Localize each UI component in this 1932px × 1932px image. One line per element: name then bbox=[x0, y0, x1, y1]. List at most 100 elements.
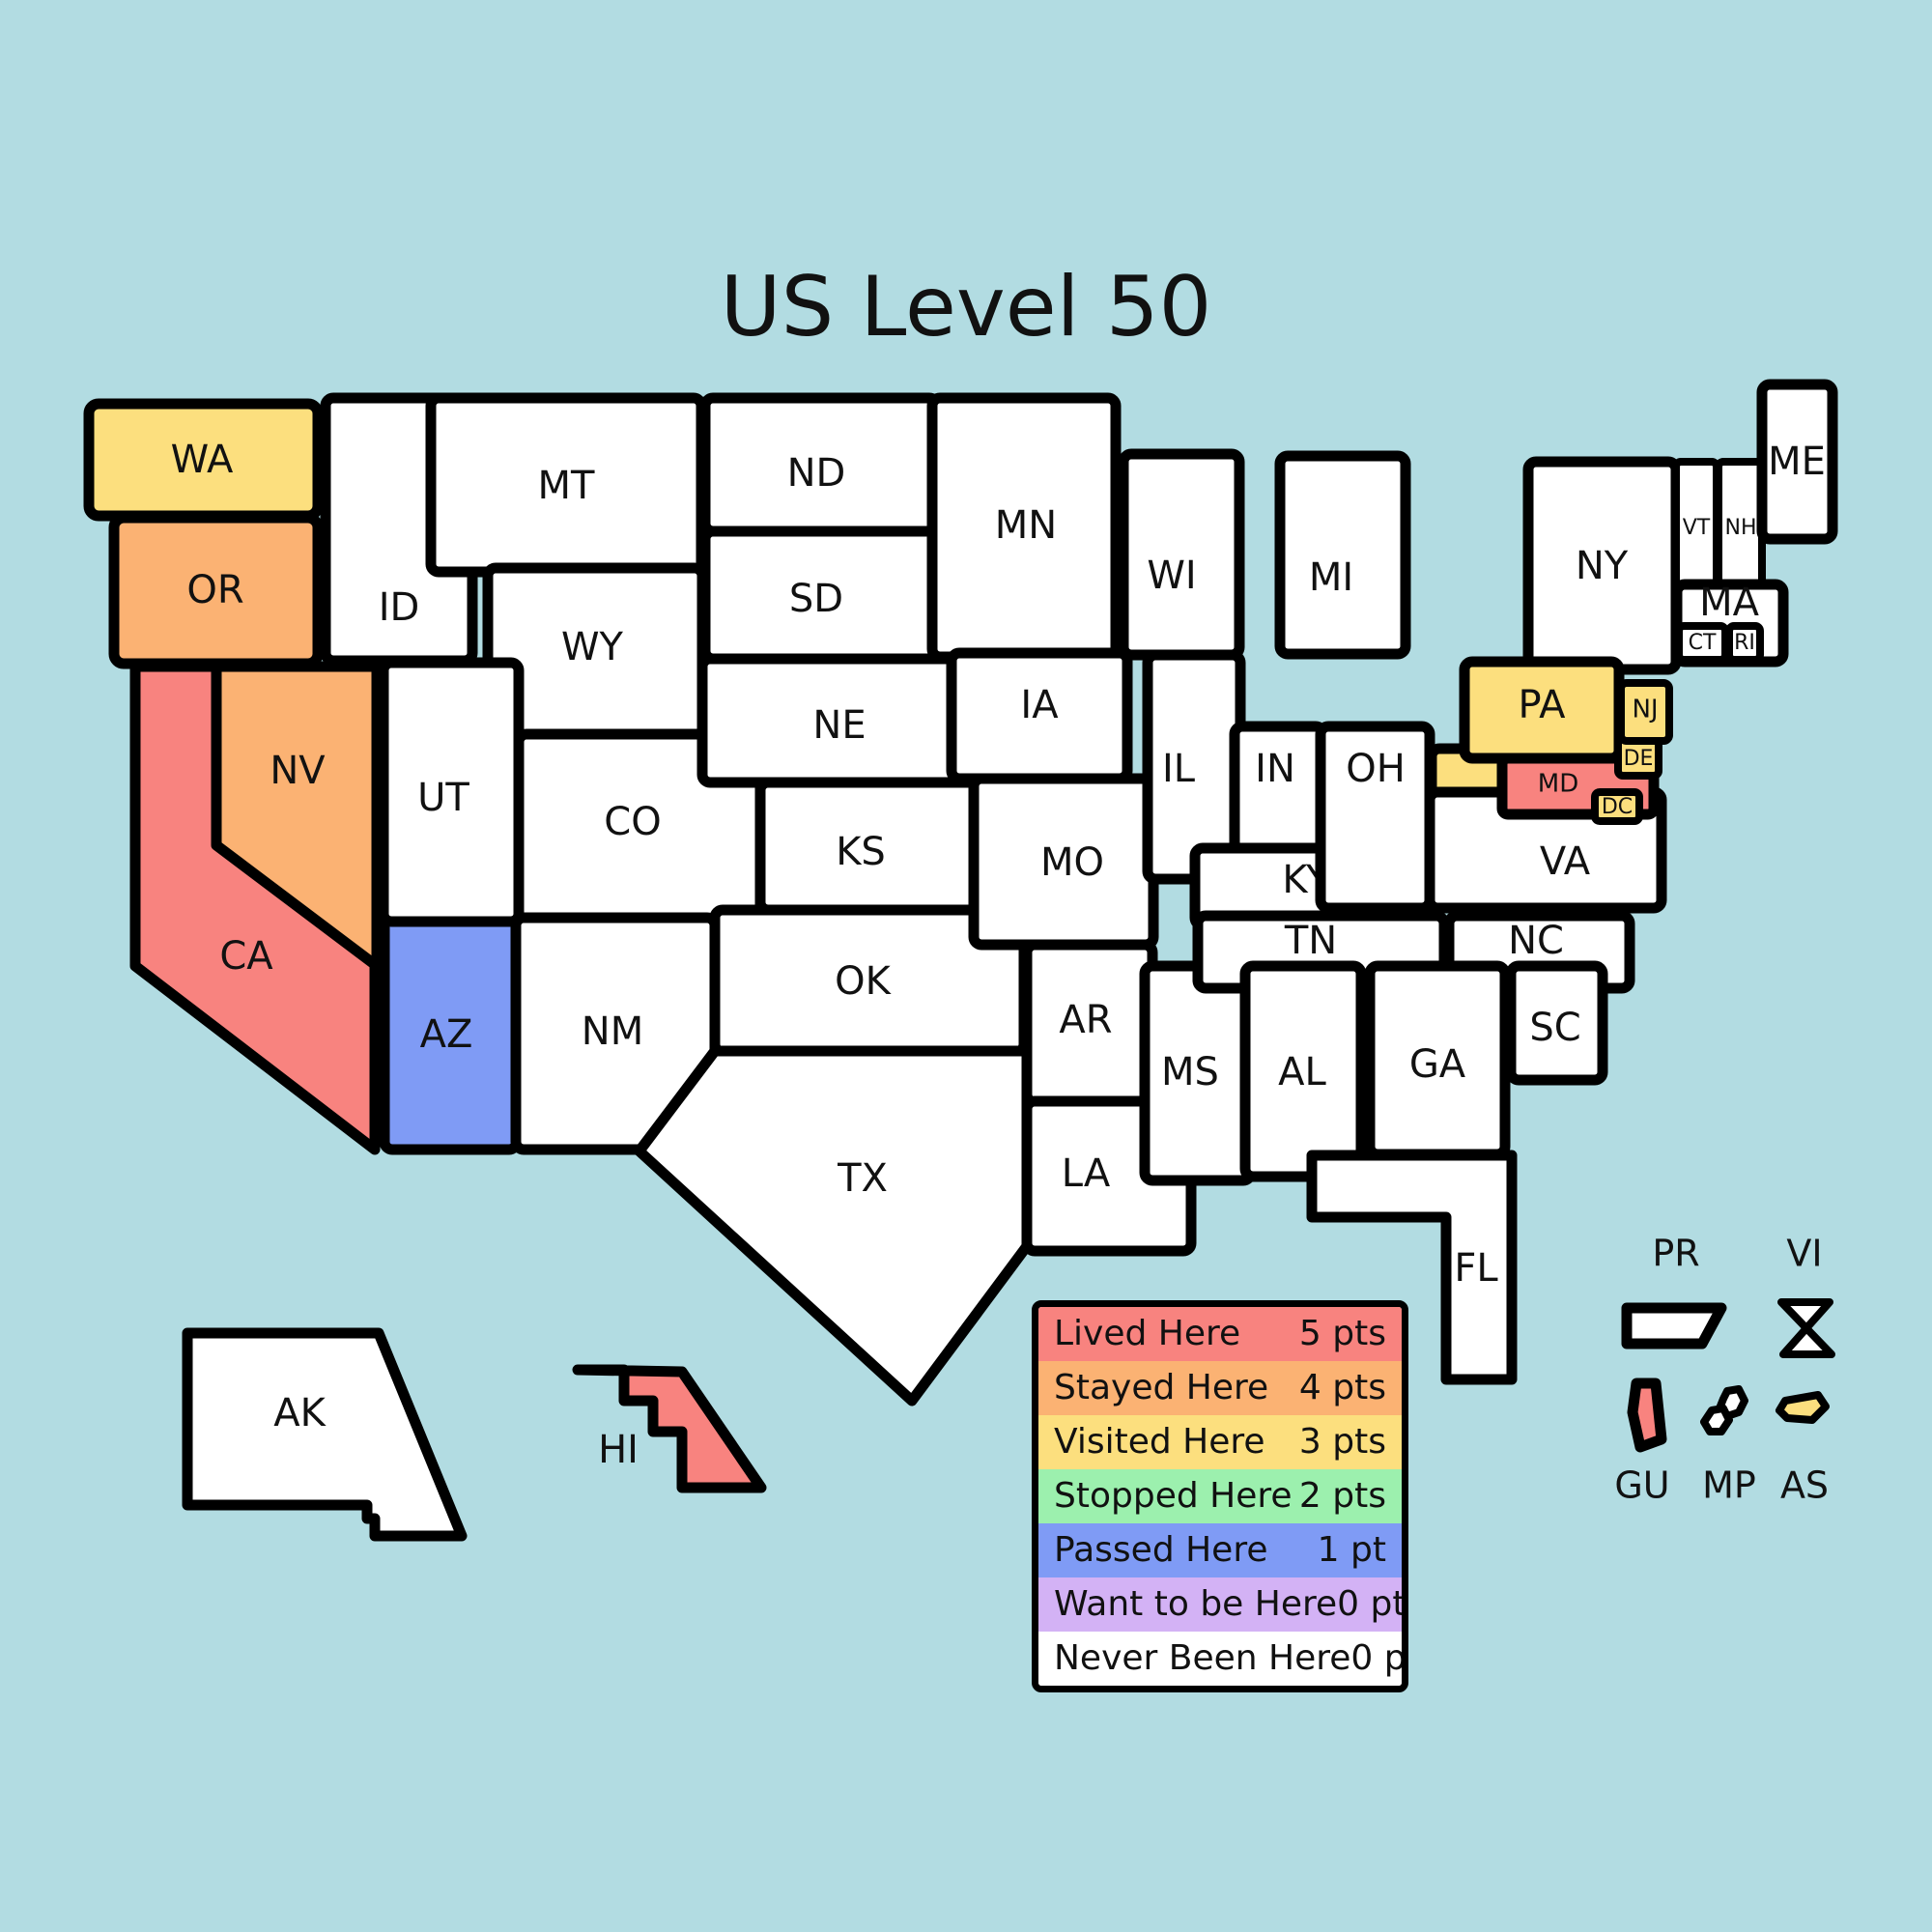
state-AR[interactable]: AR bbox=[1021, 939, 1158, 1108]
state-label: OK bbox=[835, 959, 892, 1004]
state-label: AL bbox=[1278, 1050, 1326, 1094]
state-label: NE bbox=[812, 703, 866, 748]
state-NE[interactable]: NE bbox=[696, 653, 961, 788]
state-label: UT bbox=[417, 776, 469, 820]
state-label: KS bbox=[836, 830, 886, 874]
state-label: WA bbox=[171, 438, 234, 482]
state-label: WY bbox=[561, 625, 624, 669]
state-OH[interactable]: OH bbox=[1315, 721, 1435, 914]
state-label: AR bbox=[1059, 998, 1112, 1042]
state-label: MN bbox=[995, 503, 1057, 548]
state-label: MO bbox=[1040, 840, 1104, 885]
state-label: OR bbox=[186, 568, 243, 612]
legend-label: Stopped Here bbox=[1054, 1475, 1293, 1516]
state-MI[interactable]: MI bbox=[1274, 450, 1411, 660]
state-ME[interactable]: ME bbox=[1756, 379, 1838, 545]
legend-row-passed[interactable]: Passed Here 1 pt bbox=[1038, 1523, 1402, 1577]
state-label: VA bbox=[1540, 839, 1591, 884]
state-HI[interactable]: HI bbox=[572, 1364, 767, 1493]
legend-points: 4 pts bbox=[1298, 1367, 1386, 1407]
state-MT[interactable]: MT bbox=[425, 392, 707, 578]
state-label: NY bbox=[1576, 544, 1629, 588]
state-label: AK bbox=[273, 1391, 327, 1435]
territory-PR[interactable]: PR bbox=[1621, 1233, 1727, 1350]
state-label: HI bbox=[598, 1428, 639, 1472]
state-MN[interactable]: MN bbox=[926, 392, 1122, 663]
state-label: MT bbox=[538, 464, 596, 508]
state-ND[interactable]: ND bbox=[699, 392, 943, 537]
state-label: DE bbox=[1624, 747, 1654, 771]
state-label: PA bbox=[1519, 683, 1567, 727]
state-label: AZ bbox=[420, 1012, 473, 1057]
state-DC[interactable]: DC bbox=[1591, 788, 1643, 825]
state-label: WI bbox=[1147, 554, 1196, 598]
state-NY[interactable]: NY bbox=[1522, 456, 1682, 675]
legend-panel: Lived Here 5 pts Stayed Here 4 pts Visit… bbox=[1032, 1300, 1408, 1692]
legend-row-never[interactable]: Never Been Here 0 pts bbox=[1038, 1632, 1402, 1686]
state-TX[interactable]: TX bbox=[632, 1045, 1033, 1406]
legend-row-stopped[interactable]: Stopped Here 2 pts bbox=[1038, 1469, 1402, 1523]
state-MO[interactable]: MO bbox=[968, 773, 1159, 951]
state-PA[interactable]: PA bbox=[1459, 656, 1625, 764]
state-label: NH bbox=[1725, 516, 1757, 540]
legend-points: 3 pts bbox=[1298, 1421, 1386, 1462]
state-label: NV bbox=[270, 749, 326, 793]
legend-row-want[interactable]: Want to be Here 0 pts bbox=[1038, 1577, 1402, 1632]
state-label: NC bbox=[1508, 919, 1564, 963]
legend-points: 0 pts bbox=[1337, 1583, 1406, 1624]
legend-label: Lived Here bbox=[1054, 1313, 1241, 1353]
state-label: NM bbox=[582, 1009, 643, 1054]
state-AL[interactable]: AL bbox=[1239, 960, 1367, 1182]
state-SD[interactable]: SD bbox=[699, 526, 943, 665]
state-WA[interactable]: WA bbox=[83, 398, 324, 522]
state-SC[interactable]: SC bbox=[1505, 960, 1608, 1086]
state-label: ME bbox=[1768, 440, 1826, 484]
state-label: CT bbox=[1689, 631, 1717, 655]
state-NM[interactable]: NM bbox=[510, 912, 721, 1155]
state-FL[interactable]: FL bbox=[1306, 1150, 1518, 1385]
state-WI[interactable]: WI bbox=[1118, 448, 1245, 661]
state-label: RI bbox=[1734, 631, 1755, 655]
state-label: FL bbox=[1454, 1246, 1498, 1291]
state-label: ND bbox=[787, 451, 846, 496]
state-UT[interactable]: UT bbox=[378, 657, 525, 927]
legend-label: Stayed Here bbox=[1054, 1367, 1269, 1407]
legend-label: Passed Here bbox=[1054, 1529, 1268, 1570]
legend-label: Never Been Here bbox=[1054, 1637, 1351, 1678]
territory-label: MP bbox=[1702, 1464, 1756, 1507]
legend-points: 0 pts bbox=[1350, 1637, 1406, 1678]
state-IA[interactable]: IA bbox=[946, 647, 1133, 784]
state-CT[interactable]: CT bbox=[1675, 622, 1729, 664]
legend-label: Visited Here bbox=[1054, 1421, 1265, 1462]
state-label: IL bbox=[1162, 747, 1196, 791]
legend-row-lived[interactable]: Lived Here 5 pts bbox=[1038, 1307, 1402, 1361]
legend-row-visited[interactable]: Visited Here 3 pts bbox=[1038, 1415, 1402, 1469]
state-label: TN bbox=[1284, 919, 1337, 963]
state-VT[interactable]: VT bbox=[1672, 458, 1720, 591]
state-label: GA bbox=[1409, 1042, 1466, 1087]
state-label: IA bbox=[1020, 683, 1059, 727]
territory-VI[interactable]: VI bbox=[1777, 1233, 1835, 1358]
territory-AS[interactable]: AS bbox=[1776, 1391, 1830, 1507]
legend-points: 2 pts bbox=[1298, 1475, 1386, 1516]
territory-GU[interactable]: GU bbox=[1614, 1378, 1670, 1507]
legend-row-stayed[interactable]: Stayed Here 4 pts bbox=[1038, 1361, 1402, 1415]
state-NJ[interactable]: NJ bbox=[1617, 679, 1673, 745]
state-label: TX bbox=[837, 1156, 888, 1201]
state-AZ[interactable]: AZ bbox=[379, 912, 523, 1155]
state-NV[interactable]: NV bbox=[211, 661, 383, 972]
state-label: LA bbox=[1062, 1151, 1111, 1196]
state-AK[interactable]: AK bbox=[182, 1327, 468, 1542]
state-KS[interactable]: KS bbox=[754, 777, 991, 916]
legend-label: Want to be Here bbox=[1054, 1583, 1338, 1624]
state-label: MS bbox=[1161, 1050, 1219, 1094]
state-OR[interactable]: OR bbox=[108, 512, 324, 669]
state-GA[interactable]: GA bbox=[1364, 960, 1511, 1160]
state-RI[interactable]: RI bbox=[1725, 622, 1764, 664]
state-MS[interactable]: MS bbox=[1139, 960, 1257, 1186]
state-label: ID bbox=[379, 585, 420, 630]
page-title: US Level 50 bbox=[720, 259, 1212, 355]
territory-MP[interactable]: MP bbox=[1700, 1385, 1756, 1507]
state-label: VT bbox=[1683, 516, 1711, 540]
state-NH[interactable]: NH bbox=[1715, 458, 1766, 591]
